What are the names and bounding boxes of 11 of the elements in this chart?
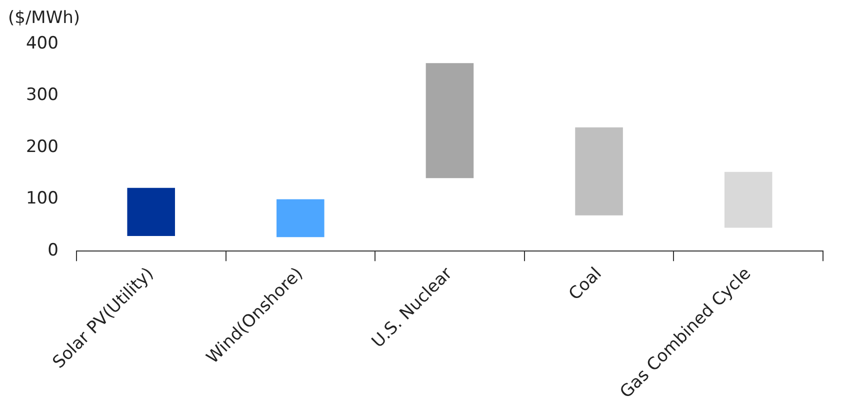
y-tick-label: 100	[26, 188, 58, 209]
bar	[575, 127, 623, 216]
bar	[724, 172, 772, 228]
bar	[127, 188, 175, 236]
y-tick-label: 0	[48, 240, 58, 260]
y-tick-label: 300	[26, 85, 58, 106]
bar	[276, 199, 324, 238]
y-tick-label: 200	[26, 136, 58, 157]
y-axis-title: ($/MWh)	[8, 8, 80, 28]
bar	[426, 63, 474, 178]
y-tick-label: 400	[26, 33, 58, 54]
